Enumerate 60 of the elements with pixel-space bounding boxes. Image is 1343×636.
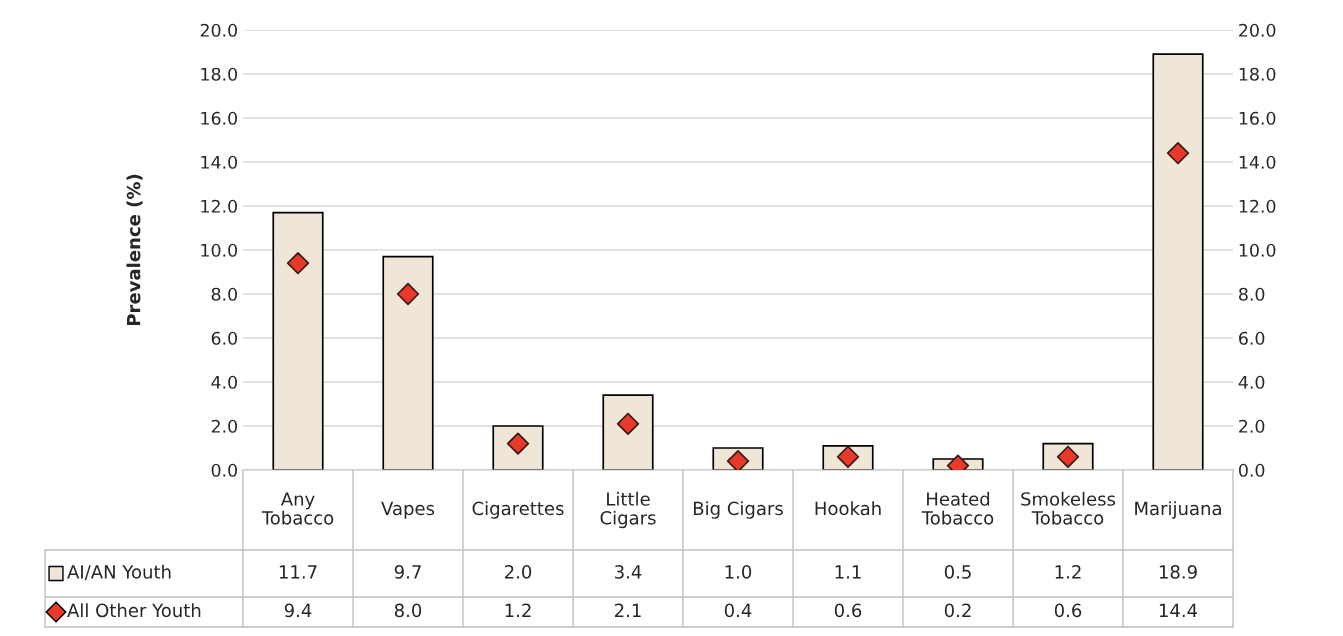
bar [602,394,654,470]
data-label: 0.4 [724,603,752,618]
data-label: 0.2 [944,603,971,618]
y-tick-label: 0.0 [211,463,237,477]
y-tick-label: 20.0 [200,23,237,37]
y-tick-label: 14.0 [201,155,237,169]
point [1166,142,1190,165]
y-tick-label: 16.0 [201,111,237,125]
x-tick-label: Hookah [815,501,881,516]
data-label: 8.0 [394,603,422,618]
y-tick-label: 2.0 [211,419,237,433]
data-label: 14.4 [1159,603,1198,617]
point [396,282,420,306]
y-tick-label: 12.0 [201,199,237,213]
x-tick-label: Smokeless Tobacco [1021,491,1116,525]
y2-tick-label: 2.0 [1239,419,1265,433]
data-label: 18.9 [1159,565,1197,579]
y2-tick-label: 6.0 [1239,331,1265,345]
y-tick-label: 4.0 [211,375,237,389]
x-tick-label: Little Cigars [600,491,656,529]
y2-tick-label: 16.0 [1239,111,1276,125]
data-label: 9.4 [284,603,312,618]
y2-tick-label: 8.0 [1239,287,1265,301]
data-label: 0.6 [834,603,862,618]
legend-label: All Other Youth [67,603,201,618]
data-label: 0.5 [944,565,971,579]
y-tick-label: 18.0 [201,67,237,81]
data-label: 1.2 [505,603,531,617]
y2-tick-label: 20.0 [1239,23,1276,37]
data-label: 0.6 [1054,603,1082,618]
data-label: 1.2 [1055,565,1081,579]
y2-tick-label: 14.0 [1239,155,1276,169]
point [286,252,310,275]
y2-tick-label: 0.0 [1239,463,1265,477]
x-tick-label: Heated Tobacco [921,491,994,525]
y2-tick-label: 18.0 [1239,67,1276,81]
data-label: 1.0 [725,565,752,579]
y2-tick-label: 10.0 [1239,243,1276,257]
bar [272,211,324,470]
y2-tick-label: 4.0 [1238,375,1265,389]
data-label: 2.0 [504,565,532,579]
data-label: 2.1 [614,603,641,617]
x-tick-label: Vapes [381,501,435,519]
bar [1152,53,1204,470]
x-tick-label: Marijuana [1135,501,1221,519]
data-label: 11.7 [279,565,317,579]
x-tick-label: Any Tobacco [261,492,334,525]
data-label: 9.7 [394,565,421,579]
x-tick-label: Cigarettes [472,501,564,519]
data-label: 1.1 [835,565,861,579]
legend-label: AI/AN Youth [67,564,171,581]
y-axis-title: Prevalence (%) [126,174,143,326]
x-tick-label: Big Cigars [693,501,783,519]
y-tick-label: 10.0 [201,243,237,257]
y-tick-label: 8.0 [211,287,237,301]
data-label: 3.4 [615,565,642,579]
bar [382,255,434,470]
point [726,450,750,470]
y-tick-label: 6.0 [211,331,237,345]
y2-tick-label: 12.0 [1239,199,1276,213]
